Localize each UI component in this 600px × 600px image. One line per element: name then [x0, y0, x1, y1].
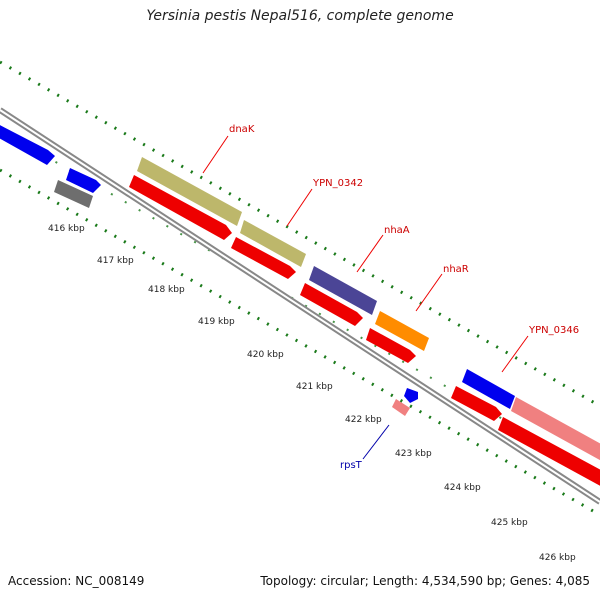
- leader-nhaa: [356, 234, 384, 273]
- gene-label-ypn0346: YPN_0346: [528, 325, 579, 336]
- tick-label: 424 kbp: [444, 483, 481, 493]
- tick-label: 416 kbp: [48, 224, 85, 234]
- tick-label: 425 kbp: [491, 518, 528, 528]
- leader-dnak: [202, 135, 229, 174]
- cds-ypn0342: [231, 237, 296, 279]
- gene-label-dnak: dnaK: [229, 124, 255, 135]
- inner-tick-ring: [0, 168, 600, 517]
- gene-rpst: [392, 399, 410, 416]
- tick-label: 417 kbp: [97, 256, 134, 266]
- summary-label: Topology: circular; Length: 4,534,590 bp…: [260, 574, 590, 588]
- gene-ypn0346: [511, 397, 600, 461]
- outer-tick-ring: [0, 60, 600, 408]
- gene-dnak: [137, 157, 242, 226]
- map-title: Yersinia pestis Nepal516, complete genom…: [146, 8, 454, 24]
- tick-label: 419 kbp: [198, 317, 235, 327]
- tick-label: 421 kbp: [296, 382, 333, 392]
- tick-label: 418 kbp: [148, 285, 185, 295]
- gene-ypn0342: [240, 220, 306, 267]
- gene-label-ypn0342: YPN_0342: [312, 178, 363, 189]
- cds-nhar: [366, 328, 416, 363]
- minor-tick-ring: [0, 129, 600, 476]
- tick-label: 423 kbp: [395, 449, 432, 459]
- gene-rpst-arrow: [404, 388, 418, 403]
- gene-blue-right: [462, 369, 515, 409]
- tick-label: 420 kbp: [247, 350, 284, 360]
- gene-label-nhaa: nhaA: [384, 225, 410, 236]
- gene-arrow-blue-left: [0, 125, 55, 165]
- cds-ypn0346: [498, 417, 600, 486]
- leader-ypn0342: [286, 188, 313, 227]
- cds-dnak: [129, 175, 232, 240]
- gene-arrow-blue-small: [66, 168, 101, 193]
- accession-label: Accession: NC_008149: [8, 574, 145, 588]
- tick-label: 426 kbp: [539, 553, 576, 563]
- gene-nhaa: [309, 266, 377, 315]
- leader-rpst: [362, 424, 390, 460]
- cds-blue-right: [451, 386, 502, 421]
- gene-label-nhar: nhaR: [443, 264, 469, 275]
- leader-nhar: [415, 273, 443, 312]
- leader-ypn0346: [501, 335, 529, 373]
- cds-nhaa: [300, 283, 363, 326]
- gene-box-gray: [54, 180, 93, 208]
- backbone-inner: [0, 109, 600, 503]
- tick-label: 422 kbp: [345, 415, 382, 425]
- gene-label-rpst: rpsT: [340, 460, 363, 471]
- gene-nhar: [375, 311, 429, 351]
